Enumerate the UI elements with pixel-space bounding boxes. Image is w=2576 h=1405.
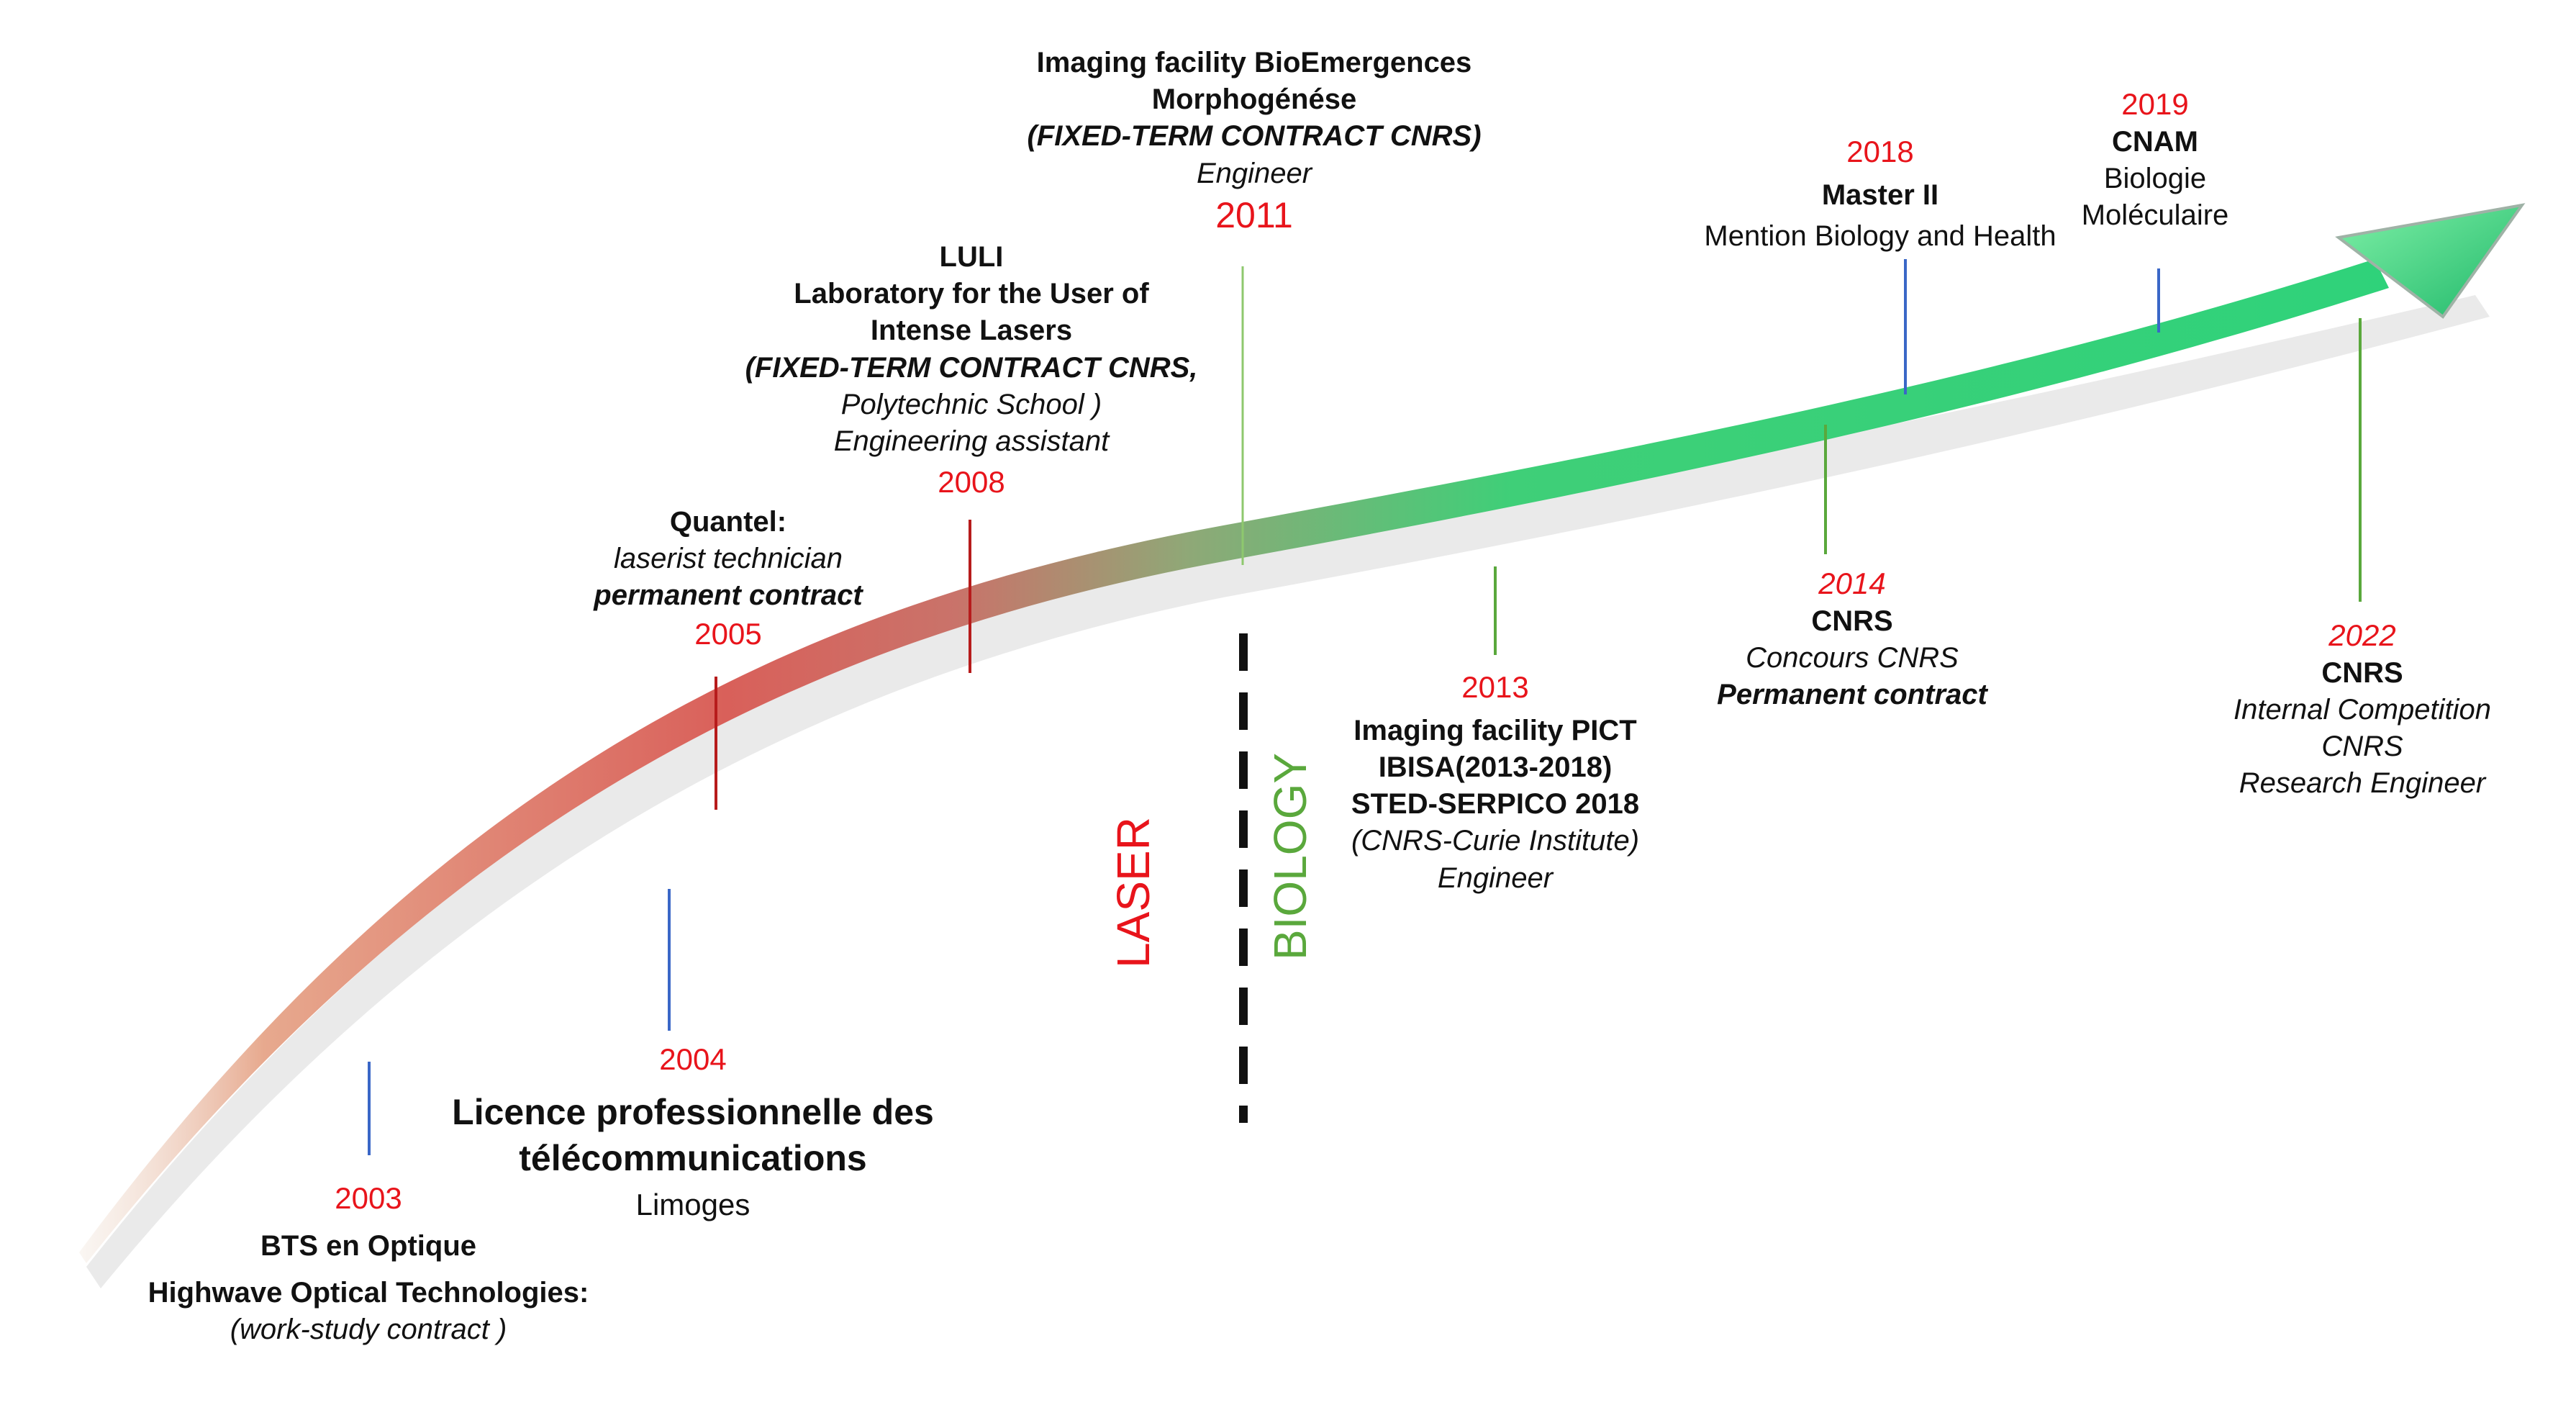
milestone-2019-subject-line2: Moléculaire xyxy=(2081,199,2229,232)
milestone-2013-institute: (CNRS-Curie Institute) xyxy=(1351,825,1640,857)
year-2014: 2014 xyxy=(1818,566,1886,600)
year-2008: 2008 xyxy=(938,465,1005,500)
milestone-2013-ibisa: IBISA(2013-2018) xyxy=(1378,751,1613,783)
milestone-2005-contract: permanent contract xyxy=(594,579,863,612)
milestone-2004-title-line1: Licence professionnelle des xyxy=(452,1091,934,1132)
arrow-head xyxy=(2335,203,2526,319)
milestone-2014-employer: CNRS xyxy=(1811,605,1893,637)
year-2003: 2003 xyxy=(335,1181,402,1215)
milestone-2004-title-line2: télécommunications xyxy=(519,1137,867,1178)
milestone-2022-employer: CNRS xyxy=(2321,656,2403,689)
milestone-2003-title: BTS en Optique xyxy=(260,1229,476,1262)
milestone-2013: 2013 Imaging facility PICT IBISA(2013-20… xyxy=(1351,668,1639,897)
milestone-2003: 2003 BTS en Optique Highwave Optical Tec… xyxy=(148,1179,589,1348)
year-2011: 2011 xyxy=(1215,194,1293,235)
milestone-2019: 2019 CNAM Biologie Moléculaire xyxy=(2082,85,2229,234)
milestone-2011-contract: (FIXED-TERM CONTRACT CNRS) xyxy=(1027,120,1482,153)
milestone-2005-role: laserist technician xyxy=(614,543,843,575)
milestone-2018: 2018 Master II Mention Biology and Healt… xyxy=(1704,132,2056,255)
milestone-2018-degree: Master II xyxy=(1821,179,1939,211)
milestone-2013-facility: Imaging facility PICT xyxy=(1353,714,1637,746)
year-2019: 2019 xyxy=(2121,87,2189,121)
milestone-2022-competition: Internal Competition xyxy=(2233,693,2491,726)
milestone-2008-name-line2: Intense Lasers xyxy=(870,315,1073,347)
milestone-2004: 2004 Licence professionnelle des télécom… xyxy=(452,1040,934,1224)
milestone-2014-competition: Concours CNRS xyxy=(1746,641,1959,674)
milestone-2011-facility: Imaging facility BioEmergences xyxy=(1036,47,1472,78)
year-2005: 2005 xyxy=(694,616,762,651)
milestone-2003-employer: Highwave Optical Technologies: xyxy=(148,1276,589,1309)
milestone-2013-role: Engineer xyxy=(1437,862,1554,894)
milestone-2014-contract: Permanent contract xyxy=(1717,679,1987,711)
milestone-2008-acronym: LULI xyxy=(939,241,1004,273)
milestone-2011: Imaging facility BioEmergences Morphogén… xyxy=(1027,45,1481,238)
year-2013: 2013 xyxy=(1461,670,1529,704)
year-2022: 2022 xyxy=(2328,618,2396,652)
milestone-2008-role: Engineering assistant xyxy=(833,425,1110,457)
milestone-2022-cnrs: CNRS xyxy=(2321,731,2403,763)
biology-phase-label: BIOLOGY xyxy=(1264,752,1316,961)
milestone-2008: LULI Laboratory for the User of Intense … xyxy=(745,239,1198,502)
milestone-2011-role: Engineer xyxy=(1196,157,1312,189)
laser-phase-label: LASER xyxy=(1107,817,1159,968)
milestone-2011-team: Morphogénése xyxy=(1151,83,1357,116)
milestone-2003-contract: (work-study contract ) xyxy=(230,1314,507,1346)
milestone-2005-employer: Quantel: xyxy=(669,506,787,538)
milestone-2014: 2014 CNRS Concours CNRS Permanent contra… xyxy=(1717,564,1987,713)
year-2004: 2004 xyxy=(659,1042,727,1076)
milestone-2008-school: Polytechnic School ) xyxy=(840,388,1102,420)
milestone-2013-sted: STED-SERPICO 2018 xyxy=(1351,788,1640,821)
connector-lines xyxy=(368,259,2362,1155)
year-2018: 2018 xyxy=(1846,135,1914,168)
milestone-2018-mention: Mention Biology and Health xyxy=(1704,220,2056,252)
milestone-2019-school: CNAM xyxy=(2112,125,2198,158)
milestone-2019-subject-line1: Biologie xyxy=(2103,162,2207,194)
milestone-2022: 2022 CNRS Internal Competition CNRS Rese… xyxy=(2233,616,2491,803)
milestone-2008-name-line1: Laboratory for the User of xyxy=(794,278,1149,310)
milestone-2004-location: Limoges xyxy=(635,1187,750,1221)
milestone-2022-role: Research Engineer xyxy=(2239,767,2486,800)
milestone-2008-contract: (FIXED-TERM CONTRACT CNRS, xyxy=(745,351,1198,384)
milestone-2005: Quantel: laserist technician permanent c… xyxy=(594,504,862,653)
